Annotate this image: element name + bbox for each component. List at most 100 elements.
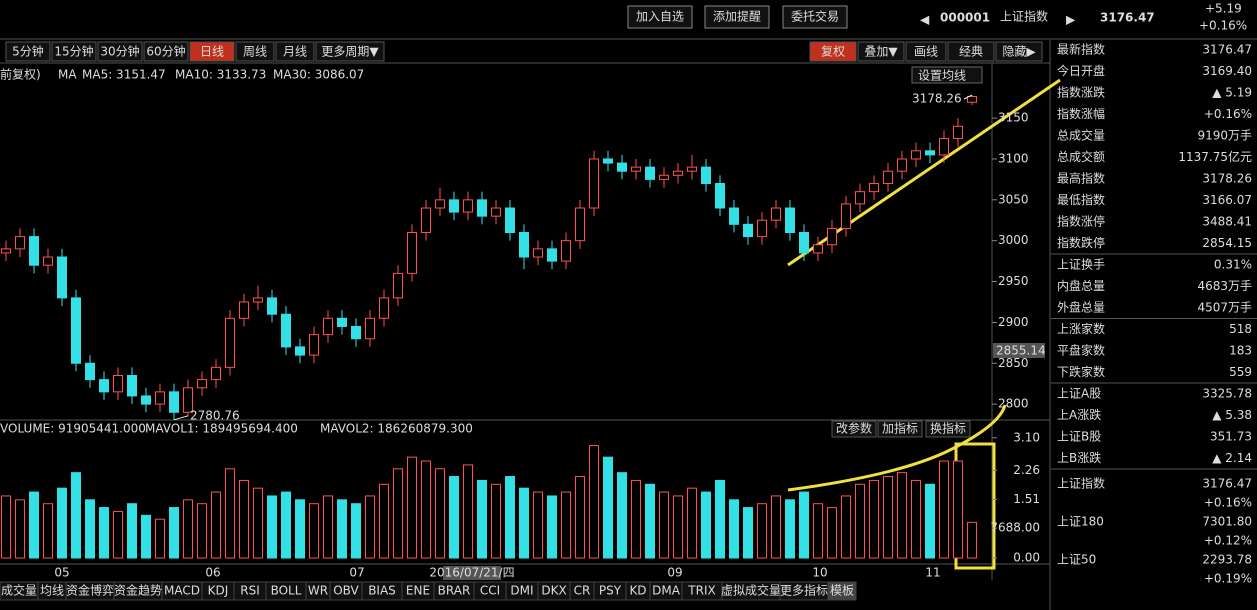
candle-body xyxy=(295,346,305,356)
volume-bar xyxy=(967,521,977,559)
period-tab[interactable] xyxy=(51,41,97,62)
header-button[interactable] xyxy=(704,5,770,29)
nav-arrow[interactable]: ◀ xyxy=(920,13,930,27)
volume-bar xyxy=(141,514,151,559)
volume-bar xyxy=(925,483,935,559)
tool-button-label[interactable]: 叠加▼ xyxy=(864,45,898,59)
candle-body xyxy=(953,125,963,140)
tool-button[interactable] xyxy=(857,41,905,62)
volume-bar xyxy=(43,503,53,559)
volume-bar xyxy=(393,468,403,559)
tool-button[interactable] xyxy=(809,41,857,62)
ma-setting[interactable] xyxy=(911,66,983,84)
period-tab[interactable] xyxy=(235,41,275,62)
indicator-tab[interactable] xyxy=(827,581,857,601)
candle-body xyxy=(603,158,613,164)
indicator-button-label[interactable]: 改参数 xyxy=(836,421,872,436)
tool-button-label[interactable]: 经典 xyxy=(959,45,983,59)
candle-body xyxy=(883,170,893,184)
tool-button[interactable] xyxy=(947,41,995,62)
tool-button-label[interactable]: 隐藏▶ xyxy=(1002,45,1036,59)
period-tab-label[interactable]: 5分钟 xyxy=(12,44,44,59)
index-label: 上证50 xyxy=(1057,553,1096,567)
header-button[interactable] xyxy=(627,5,693,29)
volume-bar xyxy=(869,479,879,559)
ma-legend: MA5: 3151.47 xyxy=(82,68,166,82)
indicator-tab-label[interactable]: CCI xyxy=(480,584,500,598)
volume-bar xyxy=(911,479,921,559)
period-tab[interactable] xyxy=(97,41,143,62)
candle-body xyxy=(379,297,389,319)
period-tab-label[interactable]: 周线 xyxy=(243,45,267,59)
indicator-tab-label[interactable]: 均线 xyxy=(40,584,64,598)
ma-setting-label[interactable]: 设置均线 xyxy=(918,69,966,83)
indicator-tab-label[interactable]: PSY xyxy=(599,584,622,598)
indicator-button[interactable] xyxy=(925,420,971,438)
indicator-tab-label[interactable]: 资金博弈 xyxy=(66,583,114,598)
tool-button[interactable] xyxy=(995,41,1043,62)
candle-body xyxy=(561,240,571,262)
tool-button-label[interactable]: 画线 xyxy=(914,45,938,59)
ma-legend: MA10: 3133.73 xyxy=(175,68,266,82)
volume-bar xyxy=(673,495,683,559)
indicator-tab-label[interactable]: 虚拟成交量 xyxy=(721,583,781,598)
header-button-label[interactable]: 加入自选 xyxy=(636,10,684,24)
tool-button-label[interactable]: 复权 xyxy=(821,45,845,59)
volume-bar xyxy=(827,507,837,559)
period-tab-label[interactable]: 日线 xyxy=(200,45,224,59)
indicator-tab-label[interactable]: 成交量 xyxy=(1,583,37,598)
period-tab-label[interactable]: 60分钟 xyxy=(146,44,185,59)
volume-bar xyxy=(225,468,235,559)
volume-bar xyxy=(365,495,375,559)
indicator-tab-label[interactable]: BOLL xyxy=(271,584,302,598)
nav-arrow[interactable]: ▶ xyxy=(1066,13,1076,27)
period-tab-label[interactable]: 更多周期▼ xyxy=(321,45,379,59)
indicator-tab-label[interactable]: DKX xyxy=(541,584,566,598)
indicator-button[interactable] xyxy=(831,420,877,438)
candle-body xyxy=(197,379,207,389)
volume-bar xyxy=(169,507,179,559)
y-tick-label: 3050 xyxy=(998,192,1029,206)
quote-value: ▲ 5.19 xyxy=(1212,86,1252,100)
indicator-tab-label[interactable]: TRIX xyxy=(687,584,715,598)
header-button-label[interactable]: 委托交易 xyxy=(791,9,839,24)
tool-button[interactable] xyxy=(905,41,947,62)
candle-body xyxy=(533,248,543,258)
volume-bar xyxy=(407,456,417,559)
indicator-tab-label[interactable]: KD xyxy=(629,584,646,598)
indicator-tab-label[interactable]: DMA xyxy=(652,584,681,598)
indicator-tab-label[interactable]: KDJ xyxy=(208,584,229,598)
candle-body xyxy=(239,301,249,319)
indicator-tab-label[interactable]: MACD xyxy=(164,584,200,598)
indicator-tab-label[interactable]: 资金趋势 xyxy=(114,583,162,598)
indicator-button-label[interactable]: 换指标 xyxy=(930,421,966,436)
period-tab-label[interactable]: 15分钟 xyxy=(54,44,93,59)
quote-label: 今日开盘 xyxy=(1057,63,1105,78)
quote-label: 上B涨跌 xyxy=(1057,450,1101,465)
indicator-tab-label[interactable]: WR xyxy=(308,584,328,598)
indicator-tab-label[interactable]: BRAR xyxy=(438,584,471,598)
period-tab-label[interactable]: 30分钟 xyxy=(100,44,139,59)
candle-body xyxy=(253,297,263,303)
indicator-tab-label[interactable]: RSI xyxy=(240,584,260,598)
period-tab[interactable] xyxy=(143,41,189,62)
indicator-button-label[interactable]: 加指标 xyxy=(882,421,918,436)
indicator-tab-label[interactable]: ENE xyxy=(406,584,430,598)
header-button[interactable] xyxy=(782,5,848,29)
indicator-tab-label[interactable]: CR xyxy=(574,584,591,598)
period-tab[interactable] xyxy=(275,41,315,62)
period-tab[interactable] xyxy=(189,41,235,62)
period-tab[interactable] xyxy=(315,41,385,62)
candle-body xyxy=(449,199,459,213)
indicator-tab-label[interactable]: 更多指标 xyxy=(780,583,828,598)
indicator-tab-label[interactable]: DMI xyxy=(510,584,533,598)
indicator-tab-label[interactable]: 模板 xyxy=(830,584,854,598)
period-tab[interactable] xyxy=(5,41,51,62)
quote-value: 2854.15 xyxy=(1202,236,1252,250)
indicator-tab-label[interactable]: BIAS xyxy=(368,584,396,598)
period-tab-label[interactable]: 月线 xyxy=(283,45,307,59)
quote-label: 指数跌停 xyxy=(1057,235,1105,250)
indicator-tab-label[interactable]: OBV xyxy=(333,584,359,598)
indicator-button[interactable] xyxy=(877,420,923,438)
header-button-label[interactable]: 添加提醒 xyxy=(713,9,761,24)
